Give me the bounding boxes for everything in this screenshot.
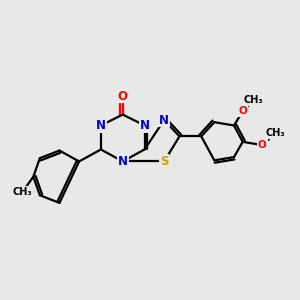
Text: CH₃: CH₃ (244, 95, 263, 105)
Text: S: S (160, 155, 168, 168)
Text: N: N (96, 119, 106, 132)
Text: N: N (159, 113, 169, 127)
Text: CH₃: CH₃ (266, 128, 285, 138)
Text: N: N (118, 155, 128, 168)
Text: CH₃: CH₃ (13, 187, 32, 197)
Text: N: N (140, 119, 149, 132)
Text: O: O (118, 89, 128, 103)
Text: O: O (238, 106, 247, 116)
Text: O: O (258, 140, 267, 150)
